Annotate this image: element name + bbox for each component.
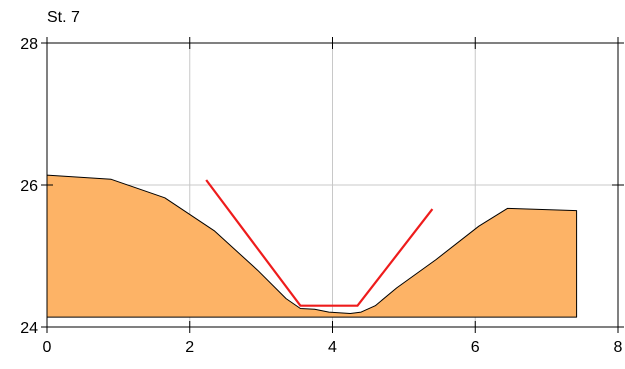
y-tick-label: 26 — [20, 178, 38, 195]
x-tick-label: 4 — [328, 339, 337, 356]
x-tick-label: 8 — [614, 339, 623, 356]
y-tick-label: 28 — [20, 36, 38, 53]
x-tick-label: 0 — [43, 339, 52, 356]
y-tick-label: 24 — [20, 320, 38, 337]
x-tick-label: 6 — [471, 339, 480, 356]
chart-title: St. 7 — [47, 9, 80, 26]
series-layer — [46, 174, 578, 318]
terrain-area — [46, 174, 578, 318]
x-tick-label: 2 — [185, 339, 194, 356]
design-section-line — [205, 179, 434, 307]
